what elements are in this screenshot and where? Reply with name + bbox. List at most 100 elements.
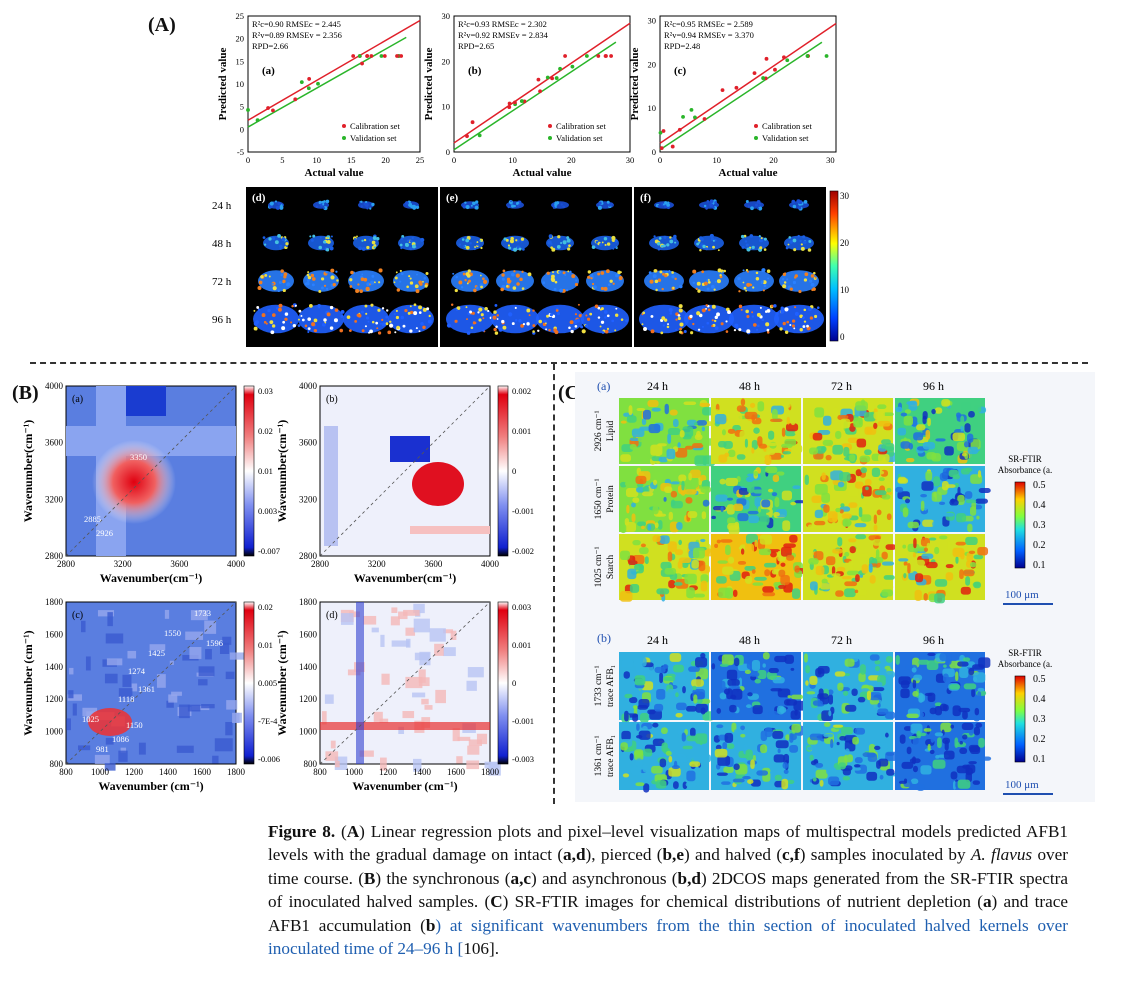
contour-cell [421,698,429,705]
kernel-pixel [399,280,402,283]
tile-speckle [945,564,954,569]
kernel-pixel [803,199,808,204]
tile-speckle [962,710,968,720]
tile-speckle [679,430,685,438]
tile-speckle [897,427,907,436]
tile-speckle [845,704,857,712]
kernel-pixel [782,272,786,277]
tile-speckle [734,729,743,734]
caption-part[interactable]: ) at significant wavenumbers from the th… [268,915,1068,959]
kernel-pixel [554,280,558,284]
kernel-pixel [386,309,389,312]
contour-cell [450,630,457,640]
kernel-pixel [270,330,275,335]
correlation-peak [412,462,464,506]
kernel-pixel [521,270,524,273]
data-point [246,108,250,112]
kernel-pixel [274,240,279,245]
contour-cell [94,754,110,764]
kernel-pixel [458,280,463,285]
tile-speckle [655,780,667,789]
kernel-pixel [672,286,675,290]
tile-speckle [790,420,796,426]
kernel-pixel [369,207,372,210]
kernel-pixel [590,273,594,277]
kernel-blob [729,304,779,334]
tile-speckle [973,554,984,560]
kernel-pixel [348,329,352,333]
tile-speckle [961,722,974,731]
tile-speckle [787,695,792,699]
kernel-pixel [360,200,363,204]
tile-speckle [949,499,959,506]
kernel-pixel [669,310,672,313]
tile-speckle [841,726,853,735]
tile-speckle [636,407,646,412]
kernel-pixel [304,282,308,286]
contour-cell [185,631,204,640]
tile-speckle [783,582,793,593]
y-tick-label: 10 [442,102,451,112]
tile-speckle [785,734,791,741]
tile-speckle [935,754,940,759]
tile-speckle [839,736,847,741]
tile-speckle [935,438,946,442]
kernel-pixel [597,272,601,276]
tile-speckle [658,456,668,463]
tile-speckle [918,693,926,702]
kernel-pixel [780,309,785,314]
tile-speckle [695,657,708,668]
caption-part: b,d [677,868,701,888]
tile-speckle [868,402,875,413]
kernel-pixel [409,277,412,280]
tile-speckle [667,551,673,562]
kernel-pixel [366,245,370,250]
tile-speckle [836,741,840,746]
kernel-pixel [713,319,717,323]
kernel-pixel [401,235,405,238]
tile-speckle [877,708,889,715]
kernel-pixel [400,246,403,250]
kernel-pixel [330,235,333,238]
kernel-pixel [325,271,328,274]
tile-speckle [952,432,966,442]
tile-speckle [969,562,977,568]
x-tick-label: 2800 [57,559,76,569]
tile-speckle [923,502,928,511]
tile-speckle [685,782,697,787]
kernel-pixel [794,311,799,316]
kernel-pixel [725,330,729,333]
x-tick-label: 1400 [413,767,432,777]
contour-cell [198,666,215,677]
kernel-pixel [791,324,796,328]
tile-speckle [686,735,698,742]
tile-speckle [825,556,836,566]
contour-cell [138,742,146,755]
kernel-pixel [376,237,380,241]
y-tick-label: 4000 [45,381,64,391]
kernel-pixel [495,325,498,328]
tile-speckle [719,478,726,485]
y-tick-label: 800 [304,759,318,769]
kernel-pixel [265,322,268,325]
kernel-pixel [339,328,344,333]
kernel-pixel [803,320,807,323]
data-point [507,101,512,106]
tile-speckle [844,581,858,587]
kernel-pixel [507,244,511,247]
contour-cell [118,688,133,698]
tile-speckle [934,407,943,414]
kernel-pixel [406,285,409,289]
ftir-tile [711,466,805,535]
tile-speckle [957,779,971,789]
tile-speckle [693,694,698,704]
tile-speckle [643,748,653,757]
tile-speckle [918,659,930,665]
tile-speckle [909,758,921,764]
tile-speckle [833,406,838,418]
tile-speckle [858,672,866,683]
colorbar-tick: 0.5 [1033,480,1046,491]
colorbar-tick: 0.02 [258,426,273,436]
kernel-pixel [692,281,695,284]
kernel-pixel [766,331,770,334]
